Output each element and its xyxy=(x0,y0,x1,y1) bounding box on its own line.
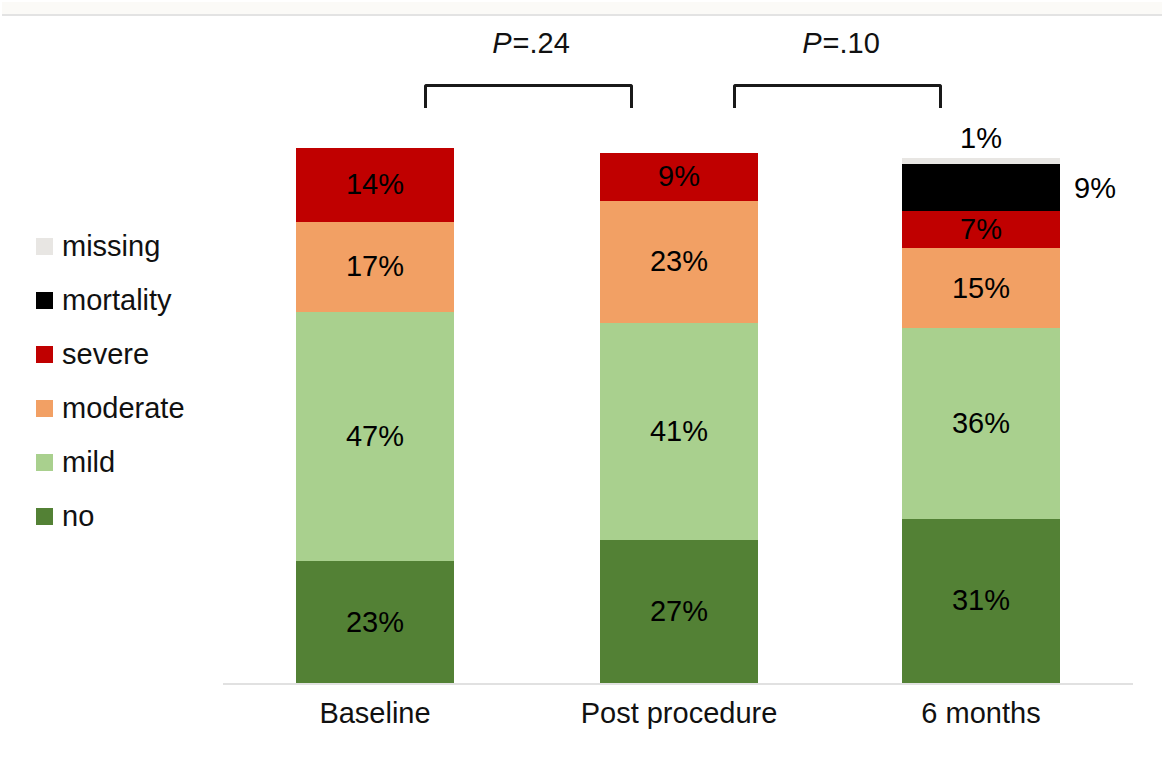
segment-label-moderate: 23% xyxy=(650,245,708,278)
bar-6-months-segment-moderate: 15% xyxy=(902,248,1060,328)
segment-label-moderate: 15% xyxy=(952,272,1010,305)
category-label-post-procedure: Post procedure xyxy=(529,697,829,730)
bar-6-months-segment-no: 31% xyxy=(902,519,1060,683)
bar-6-months-segment-mortality xyxy=(902,164,1060,212)
category-label-baseline: Baseline xyxy=(225,697,525,730)
bar-post-procedure-segment-mild: 41% xyxy=(600,323,758,540)
segment-label-no: 23% xyxy=(346,606,404,639)
segment-label-no: 31% xyxy=(952,584,1010,617)
segment-label-mild: 41% xyxy=(650,415,708,448)
segment-label-moderate: 17% xyxy=(346,250,404,283)
bar-6-months-segment-mild: 36% xyxy=(902,328,1060,519)
segment-label-mortality-outside: 9% xyxy=(1074,171,1164,205)
chart-canvas: missingmortalityseveremoderatemildno P=.… xyxy=(0,0,1164,780)
bar-post-procedure-segment-no: 27% xyxy=(600,540,758,683)
bars-layer: 14% 17% 47% 23% 9% 23% 41% 27% 1% 9% 7% 15% 36% 31% xyxy=(0,0,1164,780)
segment-label-severe: 14% xyxy=(346,168,404,201)
bar-post-procedure-segment-severe: 9% xyxy=(600,153,758,201)
segment-label-mild: 36% xyxy=(952,407,1010,440)
bar-baseline-segment-severe: 14% xyxy=(296,148,454,222)
bar-6-months-segment-severe: 7% xyxy=(902,211,1060,248)
bar-baseline-segment-mild: 47% xyxy=(296,312,454,561)
bar-baseline-segment-no: 23% xyxy=(296,561,454,683)
segment-label-mild: 47% xyxy=(346,420,404,453)
bar-post-procedure-segment-moderate: 23% xyxy=(600,201,758,323)
segment-label-severe: 9% xyxy=(658,160,700,193)
category-label-6-months: 6 months xyxy=(831,697,1131,730)
segment-label-missing-outside: 1% xyxy=(902,121,1060,155)
segment-label-no: 27% xyxy=(650,595,708,628)
segment-label-severe: 7% xyxy=(960,213,1002,246)
bar-baseline-segment-moderate: 17% xyxy=(296,222,454,312)
